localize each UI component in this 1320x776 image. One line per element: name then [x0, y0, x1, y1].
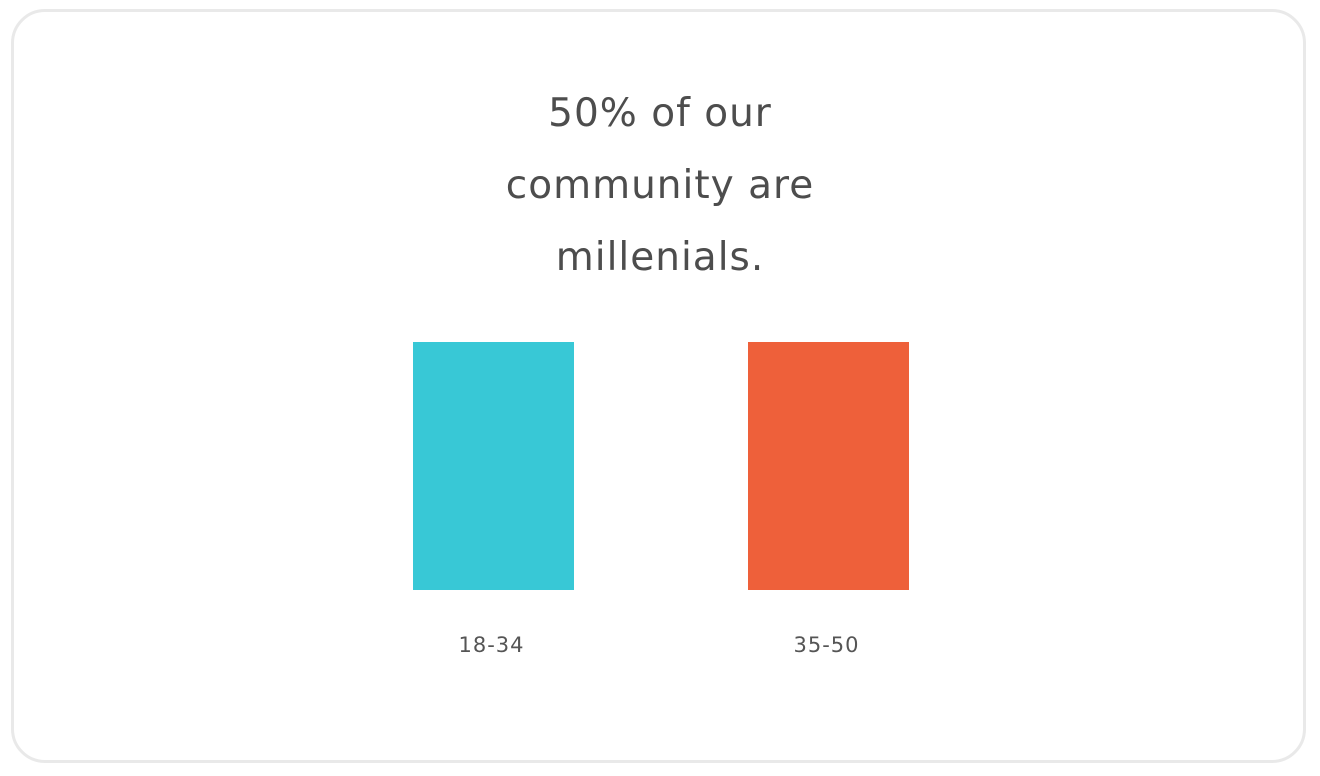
bar-group [413, 342, 909, 590]
tick-label-18-34: 18-34 [458, 633, 524, 657]
chart-card [11, 9, 1306, 763]
bar-35-50 [748, 342, 909, 590]
headline-line-2: community are [505, 163, 815, 208]
headline-line-1: 50% of our [548, 91, 772, 136]
headline-line-3: millenials. [555, 235, 765, 280]
chart-headline: 50% of our community are millenials. [0, 78, 1320, 294]
bar-18-34 [413, 342, 574, 590]
tick-label-35-50: 35-50 [793, 633, 859, 657]
tick-label-group: 18-34 35-50 [458, 633, 859, 657]
